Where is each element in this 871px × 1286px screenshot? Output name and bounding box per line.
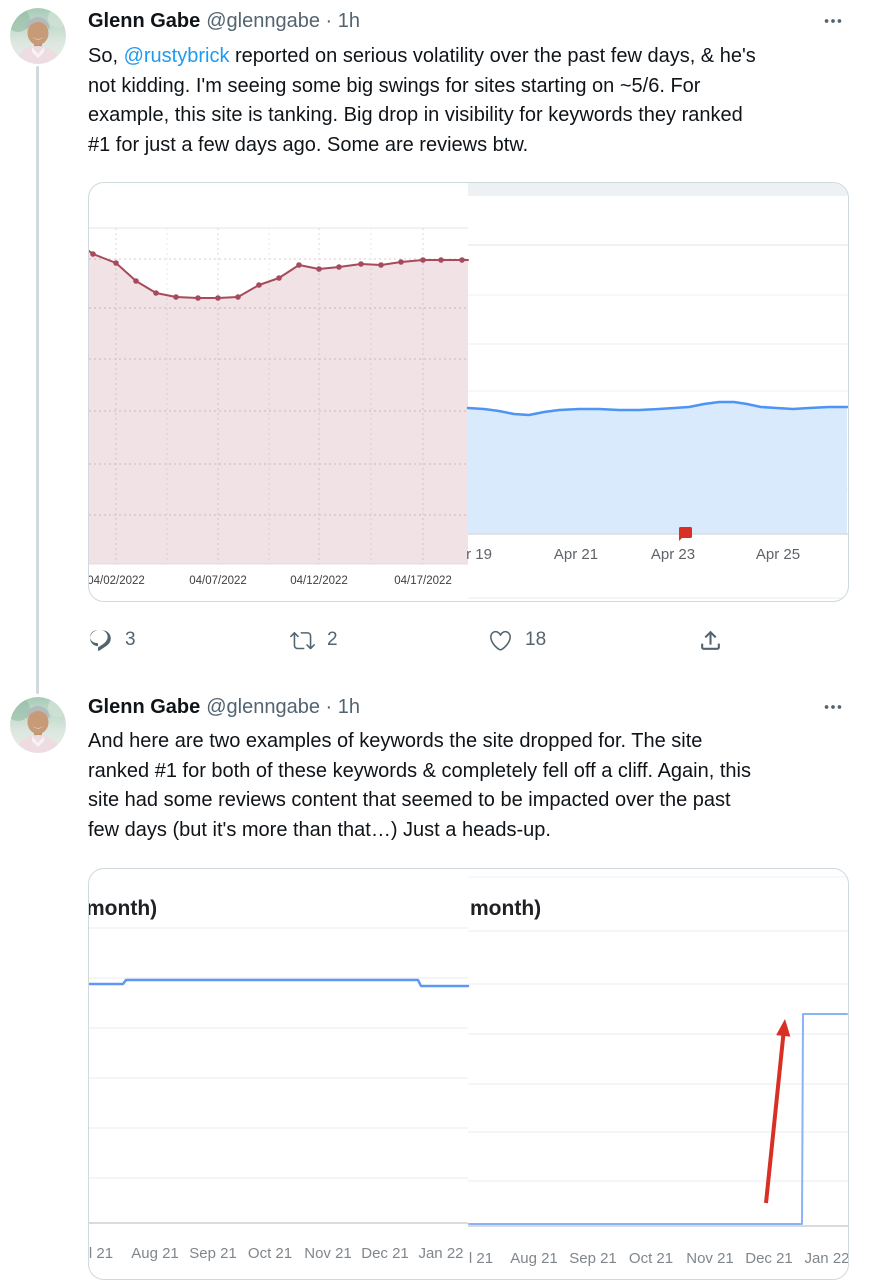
svg-text:Apr 21: Apr 21 <box>554 546 598 563</box>
svg-text:l 21: l 21 <box>89 1245 113 1262</box>
tweet-text: So, @rustybrick reported on serious vola… <box>88 42 858 160</box>
svg-text:Aug 21: Aug 21 <box>510 1250 558 1267</box>
svg-text:Sep 21: Sep 21 <box>189 1245 237 1262</box>
tweet-header: Glenn Gabe @glenngabe · 1h <box>88 696 808 719</box>
tweet-text-line: ranked #1 for both of these keywords & c… <box>88 759 751 782</box>
svg-text:04/02/2022: 04/02/2022 <box>89 575 145 587</box>
svg-text:l 21: l 21 <box>469 1250 493 1267</box>
svg-text:month): month) <box>470 897 541 920</box>
tweet-text-line: not kidding. I'm seeing some big swings … <box>88 74 701 97</box>
share-action[interactable] <box>698 627 723 653</box>
chart-keyword-rankings: month) l 21 Aug 21 Sep 21 Oct 21 Nov 21 Dec 21… <box>89 876 848 1267</box>
svg-text:Dec 21: Dec 21 <box>745 1250 793 1267</box>
tweet-text-line: example, this site is tanking. Big drop … <box>88 104 743 126</box>
tweet-text-line: And here are two examples of keywords th… <box>88 730 703 752</box>
tweet-text-line: So, @rustybrick reported on serious vola… <box>88 45 756 67</box>
author-handle-time[interactable]: @glenngabe · 1h <box>206 10 360 32</box>
author-handle-time[interactable]: @glenngabe · 1h <box>206 696 360 718</box>
svg-text:Oct 21: Oct 21 <box>629 1250 673 1267</box>
author-name[interactable]: Glenn Gabe <box>88 696 201 718</box>
svg-text:Jan 22: Jan 22 <box>418 1245 463 1262</box>
svg-text:04/07/2022: 04/07/2022 <box>189 575 247 587</box>
tweet-text-line: site had some reviews content that seeme… <box>88 789 731 811</box>
svg-text:Nov 21: Nov 21 <box>304 1245 352 1262</box>
svg-text:r 19: r 19 <box>466 546 492 563</box>
svg-text:month): month) <box>89 897 157 920</box>
avatar[interactable] <box>10 8 66 64</box>
tweet-media-2[interactable]: month) l 21 Aug 21 Sep 21 Oct 21 Nov 21 Dec 21… <box>88 868 849 1280</box>
like-icon[interactable] <box>488 628 513 653</box>
reply-count: 3 <box>125 629 136 650</box>
tweet-text-line: #1 for just a few days ago. Some are rev… <box>88 133 529 156</box>
svg-text:04/12/2022: 04/12/2022 <box>290 575 348 587</box>
tweet-text-line: few days (but it's more than that…) Just… <box>88 818 551 841</box>
more-menu-icon[interactable] <box>820 696 846 718</box>
retweet-count: 2 <box>327 629 338 650</box>
svg-text:Oct 21: Oct 21 <box>248 1245 292 1262</box>
thread-connector-line <box>36 66 39 694</box>
tweet-text: And here are two examples of keywords th… <box>88 727 858 845</box>
svg-text:04/17/2022: 04/17/2022 <box>394 575 452 587</box>
svg-text:Nov 21: Nov 21 <box>686 1250 734 1267</box>
svg-text:Apr 23: Apr 23 <box>651 546 695 563</box>
more-menu-icon[interactable] <box>820 10 846 32</box>
svg-text:Aug 21: Aug 21 <box>131 1245 179 1262</box>
reply-icon[interactable] <box>88 628 113 653</box>
like-count: 18 <box>525 629 547 650</box>
svg-text:Jan 22: Jan 22 <box>804 1250 848 1267</box>
svg-text:Sep 21: Sep 21 <box>569 1250 617 1267</box>
retweet-action[interactable]: 2 <box>290 627 338 653</box>
tweet-media-1[interactable]: 04/02/2022 04/07/2022 04/12/2022 04/17/2022… <box>88 182 849 602</box>
like-action[interactable]: 18 <box>488 627 546 653</box>
share-icon[interactable] <box>698 628 723 653</box>
svg-text:Dec 21: Dec 21 <box>361 1245 409 1262</box>
retweet-icon[interactable] <box>290 628 315 653</box>
reply-action[interactable]: 3 <box>88 627 136 653</box>
svg-text:Apr 25: Apr 25 <box>756 546 800 563</box>
avatar[interactable] <box>10 697 66 753</box>
author-name[interactable]: Glenn Gabe <box>88 10 201 32</box>
mention-link[interactable]: @rustybrick <box>123 45 230 67</box>
tweet-header: Glenn Gabe @glenngabe · 1h <box>88 10 808 33</box>
chart-visibility-and-gsc: 04/02/2022 04/07/2022 04/12/2022 04/17/2022… <box>89 183 848 599</box>
